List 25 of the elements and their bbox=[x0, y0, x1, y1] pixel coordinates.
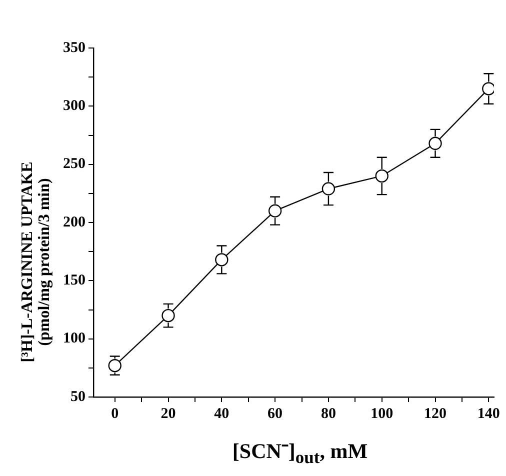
x-tick-label: 40 bbox=[214, 406, 230, 422]
x-tick-label: 140 bbox=[477, 406, 500, 422]
y-tick-label: 150 bbox=[63, 272, 86, 289]
point bbox=[108, 358, 122, 372]
y-tick-label: 300 bbox=[63, 98, 86, 114]
x-axis-title: [SCN⁻]$_{out}$, mM bbox=[232, 438, 368, 468]
point bbox=[375, 169, 388, 183]
y-tick-label: 250 bbox=[63, 156, 86, 172]
y-tick-label: 100 bbox=[63, 330, 86, 347]
point bbox=[215, 253, 228, 266]
point bbox=[482, 82, 494, 96]
x-tick-label: 60 bbox=[268, 406, 283, 422]
x-tick-label: 0 bbox=[111, 406, 119, 422]
x-tick-label: 100 bbox=[370, 406, 394, 422]
x-tick-label: 20 bbox=[160, 406, 176, 422]
point bbox=[322, 182, 336, 196]
point bbox=[162, 308, 175, 322]
point bbox=[268, 204, 282, 218]
y-axis-title: [³H]-L-ARGININE UPTAKE (pmol/mg protein/3 min) bbox=[19, 162, 53, 362]
point bbox=[428, 136, 442, 150]
y-tick-label: 350 bbox=[63, 40, 86, 56]
x-tick-label: 120 bbox=[424, 406, 447, 422]
y-tick-label: 200 bbox=[63, 214, 86, 230]
x-tick-label: 80 bbox=[320, 406, 336, 422]
y-tick-label: 50 bbox=[70, 388, 86, 405]
